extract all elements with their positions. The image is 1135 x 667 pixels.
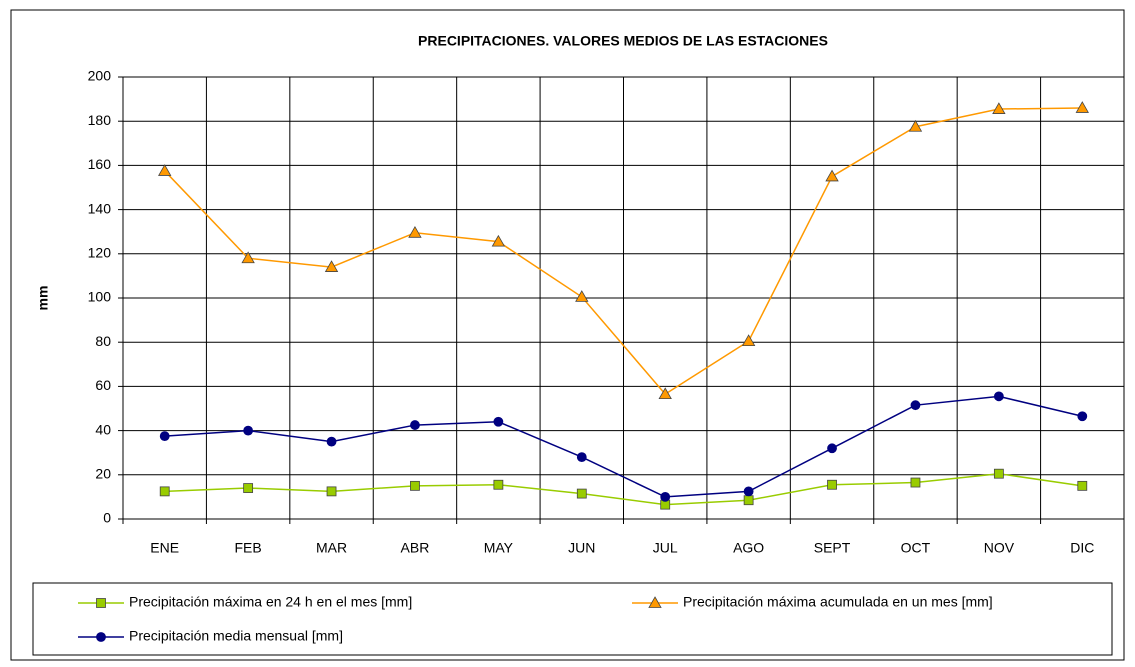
data-point — [993, 391, 1004, 402]
data-point — [658, 387, 672, 400]
data-point — [576, 488, 587, 499]
chart-title: PRECIPITACIONES. VALORES MEDIOS DE LAS E… — [418, 33, 828, 49]
data-point — [743, 486, 754, 497]
data-point — [243, 483, 254, 493]
legend-label: Precipitación máxima acumulada en un mes… — [683, 594, 993, 610]
y-tick-label: 200 — [88, 68, 112, 84]
y-tick-label: 180 — [88, 112, 112, 128]
data-point — [158, 164, 172, 176]
x-tick-label: JUL — [653, 540, 678, 556]
data-point — [493, 416, 504, 427]
data-point — [993, 468, 1004, 479]
data-point — [575, 290, 589, 302]
y-tick-label: 0 — [103, 510, 111, 526]
y-tick-label: 40 — [95, 421, 111, 437]
legend-marker — [96, 598, 106, 608]
data-point — [408, 225, 422, 238]
data-point — [324, 260, 339, 272]
data-point — [827, 443, 837, 454]
y-tick-label: 120 — [88, 245, 112, 261]
data-point — [410, 420, 420, 430]
data-point — [159, 431, 170, 442]
y-tick-label: 60 — [95, 377, 111, 393]
y-tick-label: 20 — [95, 466, 111, 482]
chart-border — [10, 9, 1125, 661]
y-tick-label: 80 — [95, 333, 111, 349]
x-tick-label: MAY — [484, 540, 514, 556]
x-tick-label: AGO — [733, 540, 764, 556]
data-point — [908, 119, 923, 132]
data-point — [827, 479, 837, 490]
y-axis-label: mm — [35, 286, 51, 311]
data-point — [825, 169, 839, 182]
data-point — [660, 491, 671, 502]
data-point — [326, 486, 337, 497]
x-tick-label: ENE — [150, 540, 179, 556]
data-point — [1077, 411, 1088, 422]
data-point — [910, 400, 921, 411]
series-line — [164, 107, 1083, 396]
legend-marker — [96, 632, 106, 642]
data-point — [410, 480, 420, 491]
series-line — [164, 395, 1083, 498]
data-point — [243, 425, 254, 436]
x-tick-label: JUN — [568, 540, 595, 556]
data-point — [576, 452, 587, 463]
legend-label: Precipitación media mensual [mm] — [129, 628, 343, 644]
data-point — [743, 495, 754, 506]
legend-box — [32, 582, 1113, 656]
x-tick-label: NOV — [984, 540, 1015, 556]
x-tick-label: MAR — [316, 540, 347, 556]
series-line — [164, 472, 1083, 506]
x-tick-label: ABR — [401, 540, 430, 556]
data-point — [992, 102, 1006, 114]
x-tick-label: DIC — [1070, 540, 1094, 556]
data-point — [741, 334, 756, 346]
y-tick-label: 160 — [88, 156, 112, 172]
data-point — [326, 436, 337, 447]
x-tick-label: OCT — [901, 540, 931, 556]
x-tick-label: FEB — [235, 540, 262, 556]
data-point — [491, 234, 506, 247]
data-point — [910, 477, 921, 488]
data-point — [241, 251, 255, 264]
y-tick-label: 100 — [88, 289, 112, 305]
x-tick-label: SEPT — [814, 540, 851, 556]
legend-label: Precipitación máxima en 24 h en el mes [… — [129, 594, 412, 610]
data-point — [493, 479, 504, 490]
y-tick-label: 140 — [88, 200, 112, 216]
data-point — [159, 486, 170, 497]
data-point — [1077, 480, 1088, 491]
legend-marker — [648, 596, 662, 608]
data-point — [1075, 101, 1089, 113]
